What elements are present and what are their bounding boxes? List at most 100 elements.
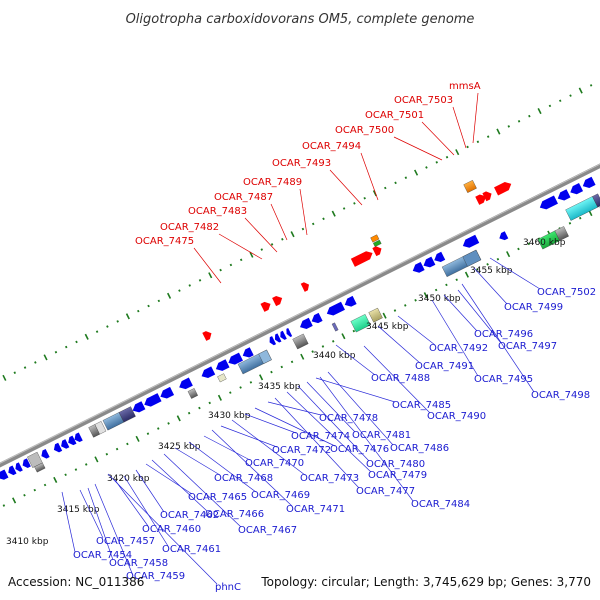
leader-line (254, 407, 336, 447)
scale-tick (548, 104, 552, 108)
forward-gene-label: OCAR_7489 (243, 177, 302, 188)
gene-arrow (300, 317, 313, 329)
reverse-gene-label: OCAR_7460 (142, 524, 201, 535)
leader-line (393, 136, 443, 161)
scale-tick (208, 401, 211, 405)
scale-tick (476, 140, 480, 144)
scale-tick (311, 222, 315, 226)
scale-tick (363, 196, 366, 200)
genome-title: Oligotropha carboxidovorans OM5, complet… (126, 12, 475, 27)
scale-tick (486, 135, 490, 138)
forward-gene-label: OCAR_7483 (188, 206, 247, 217)
gene-arrow (260, 301, 271, 312)
scale-tick (23, 366, 27, 369)
leader-line (193, 247, 222, 284)
scale-label-kbp: 3450 kbp (418, 294, 461, 304)
orange-gene-block (370, 234, 380, 243)
steel-gene-block (258, 349, 272, 364)
scale-tick (43, 483, 47, 487)
scale-tick (445, 155, 449, 159)
scale-label-kbp: 3420 kbp (107, 474, 150, 484)
leader-line (286, 391, 372, 473)
reverse-gene-label: OCAR_7486 (390, 443, 449, 454)
scale-tick (425, 166, 428, 169)
gene-arrow (269, 336, 277, 346)
scale-tick (331, 340, 335, 343)
scale-tick (414, 169, 419, 176)
reverse-gene-label: OCAR_7474 (291, 431, 350, 442)
reverse-gene-label: OCAR_7454 (73, 550, 132, 561)
scale-tick (353, 202, 356, 205)
leader-line (220, 425, 278, 448)
leader-line (123, 475, 169, 547)
reverse-gene-label: OCAR_7480 (366, 459, 425, 470)
scale-tick (528, 114, 531, 118)
scale-tick (84, 333, 89, 340)
gene-arrow (280, 330, 287, 340)
reverse-gene-label: OCAR_7478 (319, 413, 378, 424)
leader-line (329, 169, 363, 206)
scale-tick (331, 210, 336, 217)
forward-gene-label: OCAR_7482 (160, 222, 219, 233)
scale-tick (198, 279, 202, 282)
gene-arrow (74, 432, 83, 443)
genome-backbone (0, 106, 600, 494)
scale-tick (588, 210, 593, 217)
reverse-gene-label: OCAR_7492 (429, 343, 488, 354)
reverse-gene-label: OCAR_7471 (286, 504, 345, 515)
gray-gene-block (292, 333, 309, 350)
navy-gene-block (331, 322, 339, 332)
reverse-gene-label: OCAR_7481 (352, 430, 411, 441)
gene-arrow (201, 366, 216, 379)
reverse-gene-label: OCAR_7468 (214, 473, 273, 484)
reverse-gene-label: OCAR_7496 (474, 329, 533, 340)
scale-tick (12, 497, 17, 504)
gene-arrow (144, 393, 162, 407)
leader-line (377, 325, 421, 364)
gene-arrow (462, 234, 480, 248)
leader-line (188, 441, 257, 493)
scale-tick (126, 442, 129, 446)
scale-tick (506, 251, 511, 258)
leader-line (145, 463, 193, 495)
reverse-gene-label: OCAR_7472 (272, 445, 331, 456)
reverse-gene-label: OCAR_7476 (330, 444, 389, 455)
scale-label-kbp: 3460 kbp (523, 238, 566, 248)
scale-tick (393, 309, 397, 312)
scale-tick (507, 125, 511, 128)
gene-arrow (215, 359, 230, 371)
reverse-strand-genes (0, 176, 600, 480)
gray-gene-block (554, 226, 569, 241)
gene-arrow (274, 333, 282, 343)
reverse-gene-label: OCAR_7469 (251, 490, 310, 501)
scale-tick (486, 263, 489, 266)
gene-arrow (228, 352, 243, 365)
scale-tick (178, 289, 181, 292)
reverse-gene-label: OCAR_7479 (368, 470, 427, 481)
scale-tick (404, 176, 408, 180)
reverse-gene-label: OCAR_7473 (300, 473, 359, 484)
gene-arrow (475, 194, 487, 205)
leader-line (319, 376, 414, 502)
reverse-gene-label: OCAR_7459 (126, 571, 185, 582)
forward-gene-label: OCAR_7503 (394, 95, 453, 106)
scale-tick (147, 304, 150, 308)
gray-gene-block (34, 462, 46, 473)
genome-strip (0, 84, 600, 507)
reverse-gene-label: phnC (215, 582, 241, 593)
scale-tick (476, 268, 479, 271)
scale-tick (33, 488, 37, 492)
scale-tick (54, 350, 58, 354)
scale-label-kbp: 3455 kbp (470, 266, 513, 276)
scale-tick (464, 271, 469, 278)
leader-line (231, 419, 306, 476)
gene-arrow (539, 195, 558, 210)
gene-arrow (132, 401, 146, 413)
scale-tick (34, 361, 37, 364)
scale-tick (217, 394, 222, 401)
khaki-gene-block (368, 307, 383, 323)
scale-tick (157, 299, 161, 303)
leader-line (473, 267, 508, 305)
gene-arrow (272, 296, 283, 307)
scale-tick (270, 370, 273, 374)
